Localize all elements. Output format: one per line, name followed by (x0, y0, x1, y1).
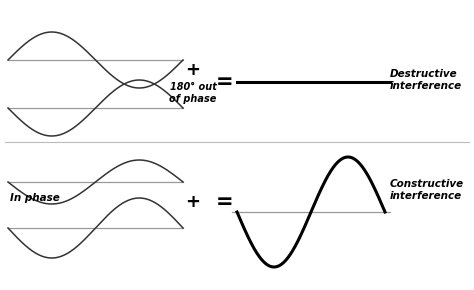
Text: 180° out
of phase: 180° out of phase (169, 82, 217, 104)
Text: =: = (216, 72, 234, 92)
Text: In phase: In phase (10, 193, 60, 203)
Text: +: + (185, 61, 201, 79)
Text: +: + (185, 193, 201, 211)
Text: =: = (216, 192, 234, 212)
Text: Destructive
interference: Destructive interference (390, 69, 462, 91)
Text: Constructive
interference: Constructive interference (390, 179, 464, 201)
